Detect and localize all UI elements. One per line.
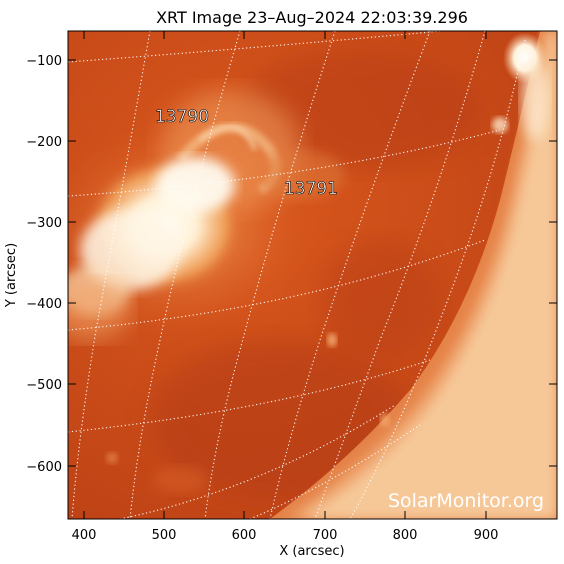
x-tick-label: 800	[393, 528, 418, 543]
x-tick-label: 900	[474, 528, 499, 543]
y-tick-label: −200	[26, 135, 62, 150]
watermark: SolarMonitor.org	[388, 490, 544, 512]
y-axis-ticks	[68, 59, 557, 467]
y-tick-label: −400	[26, 297, 62, 312]
heliographic-grid	[68, 31, 526, 519]
y-tick-label: −600	[26, 460, 62, 475]
x-tick-label: 700	[313, 528, 338, 543]
x-axis-ticks	[83, 31, 487, 519]
x-tick-label: 400	[72, 528, 97, 543]
plot-frame	[67, 30, 558, 520]
image-title: XRT Image 23–Aug–2024 22:03:39.296	[156, 8, 468, 27]
y-tick-label: −500	[26, 378, 62, 393]
solar-image	[68, 31, 557, 519]
y-axis-label: Y (arcsec)	[4, 243, 19, 308]
region-label-13790: 13790	[155, 107, 209, 127]
y-tick-label: −100	[26, 54, 62, 69]
x-tick-label: 600	[232, 528, 257, 543]
x-tick-label: 500	[152, 528, 177, 543]
x-axis-label: X (arcsec)	[279, 544, 344, 559]
region-label-13791: 13791	[284, 179, 338, 199]
y-tick-label: −300	[26, 216, 62, 231]
